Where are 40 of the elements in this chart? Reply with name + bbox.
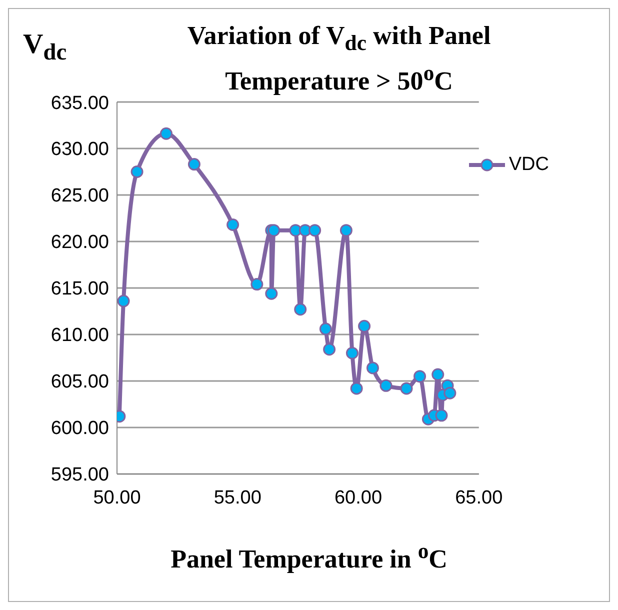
x-tick-label: 50.00 bbox=[93, 487, 141, 508]
point bbox=[444, 386, 456, 400]
point bbox=[346, 346, 358, 360]
y-tick-label: 620.00 bbox=[50, 232, 109, 254]
point bbox=[265, 287, 278, 300]
point bbox=[226, 218, 240, 232]
point bbox=[340, 224, 352, 237]
point bbox=[117, 294, 130, 308]
point bbox=[414, 370, 426, 383]
y-tick-label: 600.00 bbox=[50, 418, 109, 440]
point bbox=[323, 343, 336, 356]
point bbox=[130, 166, 144, 178]
point bbox=[380, 379, 392, 392]
x-tick-label: 60.00 bbox=[334, 487, 382, 508]
point bbox=[435, 409, 448, 422]
point bbox=[294, 303, 307, 316]
point bbox=[308, 224, 322, 237]
y-tick-label: 625.00 bbox=[50, 186, 109, 207]
y-tick-label: 595.00 bbox=[50, 464, 109, 486]
point bbox=[400, 382, 413, 395]
x-tick-label: 55.00 bbox=[214, 487, 262, 508]
legend-label: VDC bbox=[508, 154, 549, 176]
point bbox=[432, 368, 444, 381]
point bbox=[188, 158, 200, 171]
chart-title: Variation of V$_{dc}$ with Panel Temperature > 50$^{o}$C bbox=[186, 21, 492, 97]
point bbox=[250, 278, 264, 291]
x-axis-title: Panel Temperature in $^{o}$C bbox=[170, 539, 448, 575]
y-axis-title: V$_{dc}$ bbox=[23, 29, 67, 67]
y-tick-label: 630.00 bbox=[50, 139, 109, 160]
point bbox=[319, 322, 332, 336]
y-tick-label: 635.00 bbox=[50, 92, 109, 114]
point bbox=[160, 127, 172, 140]
y-tick-label: 615.00 bbox=[50, 278, 109, 300]
point bbox=[268, 224, 280, 237]
x-tick-label: 65.00 bbox=[455, 487, 503, 508]
y-tick-label: 605.00 bbox=[50, 372, 109, 393]
y-tick-label: 610.00 bbox=[50, 325, 109, 346]
point bbox=[350, 382, 363, 395]
point bbox=[358, 320, 371, 332]
point bbox=[366, 362, 379, 374]
